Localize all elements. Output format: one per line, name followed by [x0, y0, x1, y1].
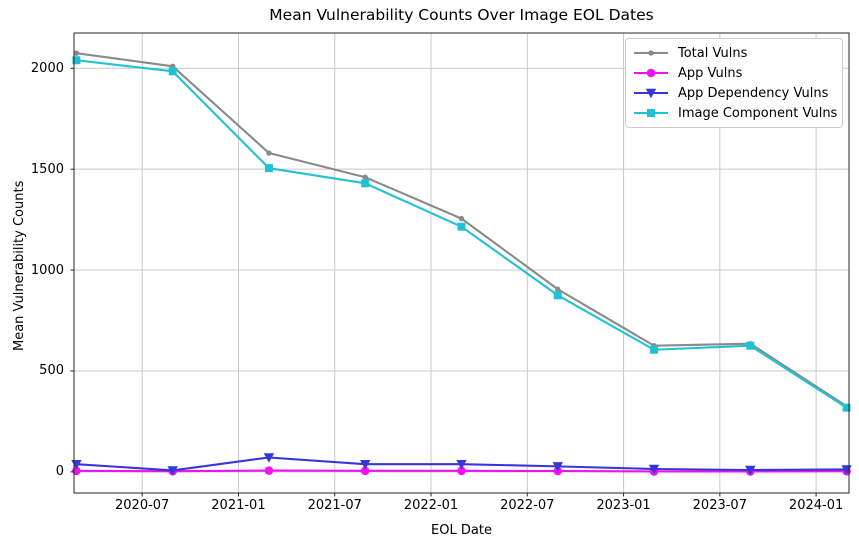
x-axis-label: EOL Date: [431, 523, 492, 538]
y-tick-label-1500: 1500: [30, 161, 64, 177]
y-tick-label-0: 0: [55, 464, 64, 480]
x-tick-label-2021-07: 2021-07: [307, 498, 362, 513]
marker-image-component-vulns-3: [361, 179, 370, 188]
x-tick-label-2020-07: 2020-07: [115, 498, 170, 513]
legend-item-total-vulns: Total Vulns: [633, 43, 838, 63]
x-tick-label-2023-07: 2023-07: [692, 498, 747, 513]
marker-total-vulns-0: [73, 50, 80, 56]
x-tick-label-2024-01: 2024-01: [788, 498, 844, 513]
legend-label: App Vulns: [678, 65, 743, 81]
legend-marker-circle-icon: [646, 68, 656, 78]
legend-item-app-dependency-vulns: App Dependency Vulns: [633, 83, 838, 103]
marker-total-vulns-4: [458, 215, 465, 222]
marker-image-component-vulns-8: [842, 403, 851, 412]
marker-app-dependency-vulns-6: [648, 464, 660, 475]
marker-app-dependency-vulns-1: [167, 466, 178, 476]
series-app-dependency-vulns: [71, 453, 852, 476]
tick-marks: [70, 67, 817, 497]
legend-swatch-app-dependency-vulns: [634, 88, 668, 99]
legend-item-image-component-vulns: Image Component Vulns: [633, 103, 838, 123]
x-tick-label-2022-07: 2022-07: [500, 498, 555, 513]
legend-marker-square-icon: [647, 109, 655, 117]
x-tick-label-2022-01: 2022-01: [403, 498, 459, 513]
series-group: [71, 50, 852, 476]
legend-swatch-total-vulns: [634, 50, 668, 56]
y-tick-label-2000: 2000: [30, 60, 64, 76]
marker-image-component-vulns-7: [746, 341, 755, 350]
legend-label: Image Component Vulns: [678, 105, 838, 121]
legend: Total Vulns App Vulns App Dependency Vulns…: [625, 38, 843, 128]
legend-label: App Dependency Vulns: [678, 85, 829, 101]
chart-title: Mean Vulnerability Counts Over Image EOL…: [269, 6, 654, 24]
marker-app-dependency-vulns-5: [552, 462, 563, 472]
y-tick-label-500: 500: [39, 363, 64, 379]
marker-app-dependency-vulns-7: [745, 465, 756, 476]
marker-app-vulns-2: [264, 466, 274, 475]
legend-swatch-app-vulns: [634, 68, 668, 78]
marker-image-component-vulns-1: [168, 67, 177, 76]
x-tick-label-2021-01: 2021-01: [211, 498, 266, 513]
legend-marker-dot-icon: [648, 50, 654, 56]
legend-label: Total Vulns: [678, 45, 748, 61]
marker-image-component-vulns-0: [72, 56, 81, 65]
marker-image-component-vulns-2: [264, 164, 273, 173]
marker-total-vulns-5: [555, 286, 561, 292]
series-image-component-vulns: [72, 56, 851, 412]
y-tick-label-1000: 1000: [30, 262, 64, 278]
marker-app-dependency-vulns-4: [456, 459, 467, 470]
legend-swatch-image-component-vulns: [634, 109, 668, 117]
marker-app-vulns-4: [457, 466, 466, 476]
marker-total-vulns-3: [362, 174, 368, 180]
marker-image-component-vulns-5: [553, 291, 562, 300]
legend-item-app-vulns: App Vulns: [633, 63, 838, 83]
marker-app-dependency-vulns-3: [360, 459, 371, 470]
legend-marker-triangle-down-icon: [645, 88, 657, 99]
marker-total-vulns-2: [266, 150, 272, 156]
x-tick-label-2023-01: 2023-01: [596, 498, 651, 513]
marker-image-component-vulns-6: [650, 345, 659, 354]
marker-image-component-vulns-4: [457, 222, 466, 231]
plot-spines: [73, 32, 850, 494]
marker-app-dependency-vulns-2: [263, 453, 275, 463]
marker-app-vulns-3: [360, 466, 370, 476]
